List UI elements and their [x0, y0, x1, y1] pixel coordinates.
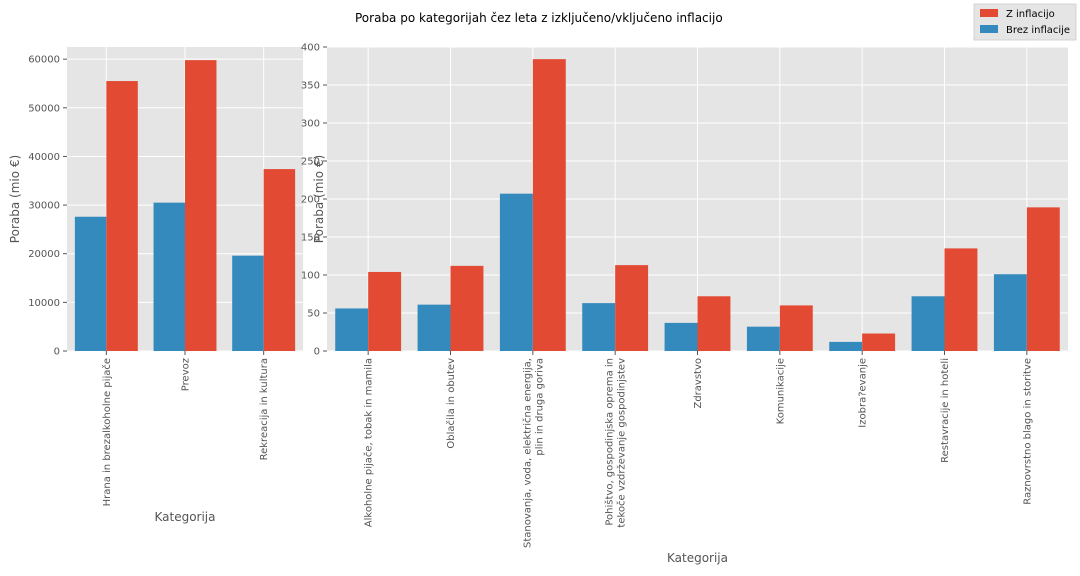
legend-label-z-inflacijo: Z inflacijo: [1006, 9, 1055, 20]
legend-swatch-brez-inflacije: [980, 25, 998, 33]
left-y-tick-label: 50000: [28, 103, 60, 114]
left-y-tick-label: 20000: [28, 249, 60, 260]
left-bar-brez-inflacije-prevoz: [153, 202, 185, 351]
left-bar-z-inflacijo-hrana-in-brezalkoholne-pijace: [106, 81, 138, 351]
right-x-tick-label: Komunikacije: [775, 358, 786, 424]
left-x-axis-label: Kategorija: [154, 510, 215, 524]
right-bar-brez-inflacije-stanovanja-voda-elektricna-energija-plin: [499, 193, 533, 351]
right-y-axis-label: Poraba (mio €): [312, 155, 326, 243]
legend: Z inflacijo Brez inflacije: [973, 3, 1077, 41]
right-bar-brez-inflacije-zdravstvo: [664, 322, 698, 351]
left-bar-brez-inflacije-rekreacija-in-kultura: [232, 255, 264, 351]
right-x-tick-label: plin in druga goriva: [534, 358, 545, 456]
figure-title: Poraba po kategorijah čez leta z izključ…: [355, 11, 723, 25]
right-bar-z-inflacijo-alkoholne-pijace-tobak-in-mamila: [368, 271, 402, 351]
right-y-tick-label: 0: [314, 347, 320, 358]
right-bar-z-inflacijo-raznovrstno-blago-in-storitve: [1026, 207, 1060, 351]
right-bar-z-inflacijo-stanovanja-voda-elektricna-energija-plin: [532, 59, 566, 351]
left-bar-brez-inflacije-hrana-in-brezalkoholne-pijace: [74, 216, 107, 351]
right-bar-brez-inflacije-alkoholne-pijace-tobak-in-mamila: [335, 308, 369, 351]
left-x-tick-label: Hrana in brezalkoholne pijače: [101, 358, 113, 506]
left-x-tick-label: Prevoz: [181, 358, 192, 391]
right-y-tick-label: 50: [307, 309, 320, 320]
chart-left: 0 10000 20000 30000 40000 50000 60000 Hrana in …: [8, 47, 303, 524]
right-y-tick-label: 200: [301, 195, 320, 206]
right-bar-brez-inflacije-raznovrstno-blago-in-storitve: [993, 274, 1027, 351]
right-x-tick-label: Pohištvo, gospodinjska oprema in: [604, 358, 616, 526]
right-x-tick-label: Izobra?evanje: [858, 358, 869, 428]
right-bar-brez-inflacije-izobra-evanje: [829, 341, 863, 351]
right-y-tick-label: 250: [301, 157, 320, 168]
left-y-axis-label: Poraba (mio €): [8, 155, 22, 243]
left-y-tick-label: 0: [54, 347, 60, 358]
right-x-tick-label: Zdravstvo: [693, 358, 704, 409]
legend-label-brez-inflacije: Brez inflacije: [1006, 25, 1070, 36]
right-y-tick-label: 100: [301, 271, 320, 282]
right-bar-brez-inflacije-restavracije-in-hoteli: [911, 296, 945, 351]
legend-swatch-z-inflacijo: [980, 9, 998, 17]
right-bar-brez-inflacije-komunikacije: [746, 326, 780, 351]
right-bar-z-inflacijo-komunikacije: [779, 305, 813, 351]
right-x-tick-label: Raznovrstno blago in storitve: [1022, 358, 1033, 505]
right-x-tick-label: Restavracije in hoteli: [940, 358, 951, 463]
right-x-tick-label: tekoče vzdrževanje gospodinjstev: [616, 358, 628, 528]
left-x-tick-label: Rekreacija in kultura: [259, 358, 270, 460]
left-y-tick-label: 60000: [28, 55, 60, 66]
right-bar-z-inflacijo-izobra-evanje: [862, 333, 896, 351]
right-bar-brez-inflacije-pohistvo-gospodinjska-oprema-in-tekoce-v: [582, 303, 616, 351]
left-y-tick-label: 10000: [28, 298, 60, 309]
left-y-tick-label: 40000: [28, 152, 60, 163]
right-bar-brez-inflacije-oblacila-in-obutev: [417, 304, 451, 351]
right-y-tick-label: 150: [301, 233, 320, 244]
right-x-tick-label: Stanovanja, voda, električna energija,: [521, 358, 533, 548]
right-x-axis-label: Kategorija: [667, 551, 728, 565]
chart-right: 0 50 100 150 200 250 300 350 400 Alkoholne pijače…: [301, 43, 1068, 565]
right-bar-z-inflacijo-oblacila-in-obutev: [450, 265, 484, 351]
right-bar-z-inflacijo-zdravstvo: [697, 296, 731, 351]
left-bar-z-inflacijo-rekreacija-in-kultura: [263, 169, 296, 351]
right-x-tick-label: Oblačila in obutev: [445, 358, 457, 449]
right-x-tick-label: Alkoholne pijače, tobak in mamila: [363, 358, 375, 527]
right-y-tick-label: 300: [301, 119, 320, 130]
right-bar-z-inflacijo-pohistvo-gospodinjska-oprema-in-tekoce-v: [615, 265, 649, 351]
right-y-tick-label: 400: [301, 43, 320, 54]
right-y-tick-label: 350: [301, 81, 320, 92]
left-bar-z-inflacijo-prevoz: [185, 60, 217, 351]
right-bar-z-inflacijo-restavracije-in-hoteli: [944, 248, 978, 351]
left-y-tick-label: 30000: [28, 201, 60, 212]
